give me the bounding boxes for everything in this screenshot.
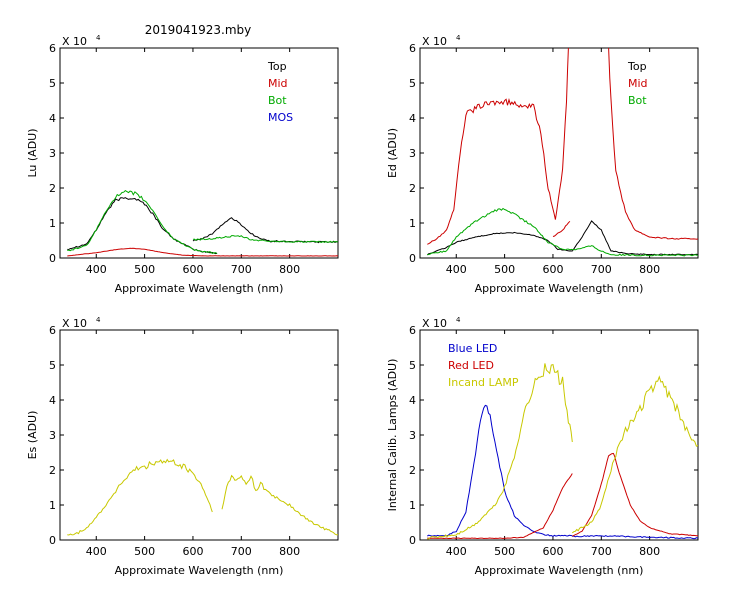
legend-entry: Mid (628, 77, 648, 90)
x-tick-label: 700 (591, 545, 612, 558)
ed-panel: X 10 4 0 1 2 3 4 5 6 400 500 600 700 800 Approximate W… (386, 34, 699, 295)
y-tick-label: 4 (409, 394, 416, 407)
legend-entry: Bot (268, 94, 287, 107)
y-tick-label: 3 (49, 147, 56, 160)
series-line-incand-lamp (427, 363, 698, 540)
x-tick-label: 500 (134, 545, 155, 558)
y-multiplier-label: X 10 (422, 317, 447, 330)
legend-entry: Mid (268, 77, 288, 90)
series-line-top (67, 197, 338, 255)
y-exponent-label: 4 (96, 34, 101, 42)
x-tick-label: 500 (134, 263, 155, 276)
x-tick-label: 500 (494, 545, 515, 558)
y-tick-label: 0 (409, 252, 416, 265)
x-tick-label: 700 (231, 545, 252, 558)
plot-frame (419, 47, 699, 259)
series-line-es (67, 458, 338, 536)
series-line-bot (427, 207, 698, 257)
y-tick-label: 6 (49, 324, 56, 337)
x-tick-label: 800 (279, 263, 300, 276)
y-exponent-label: 4 (456, 34, 461, 42)
series-line-blue-led (427, 404, 698, 540)
x-tick-label: 700 (591, 263, 612, 276)
plot-frame (59, 47, 339, 259)
y-axis-label: Lu (ADU) (26, 128, 39, 177)
y-tick-label: 2 (49, 464, 56, 477)
series-line-top (426, 220, 698, 256)
y-tick-label: 5 (409, 359, 416, 372)
y-tick-label: 1 (409, 499, 416, 512)
y-tick-label: 5 (409, 77, 416, 90)
y-tick-label: 6 (49, 42, 56, 55)
x-tick-label: 600 (182, 545, 203, 558)
lu-panel: X 10 4 0 1 2 3 4 5 6 400 500 600 700 800 Approximate W… (26, 34, 339, 295)
x-tick-label: 400 (446, 545, 467, 558)
series-line-red-led (427, 452, 698, 540)
y-tick-label: 5 (49, 77, 56, 90)
y-multiplier-label: X 10 (62, 317, 87, 330)
y-tick-label: 3 (409, 147, 416, 160)
x-tick-label: 600 (542, 263, 563, 276)
plot-frame (59, 329, 339, 541)
y-axis-label: Internal Calib. Lamps (ADU) (386, 359, 399, 512)
y-tick-label: 5 (49, 359, 56, 372)
x-axis-label: Approximate Wavelength (nm) (115, 282, 284, 295)
y-tick-label: 6 (409, 42, 416, 55)
y-axis-label: Ed (ADU) (386, 128, 399, 178)
x-tick-label: 500 (494, 263, 515, 276)
figure-title: 2019041923.mby (145, 23, 252, 37)
legend-entry: Top (267, 60, 287, 73)
es-panel: X 10 4 0 1 2 3 4 5 6 400 500 600 700 800 Approximate W… (26, 316, 339, 577)
y-tick-label: 4 (49, 112, 56, 125)
x-tick-label: 400 (86, 263, 107, 276)
x-tick-label: 600 (182, 263, 203, 276)
lamps-panel: X 10 4 0 1 2 3 4 5 6 400 500 600 700 800 Approximate W… (386, 316, 699, 577)
y-tick-label: 4 (409, 112, 416, 125)
y-tick-label: 3 (49, 429, 56, 442)
x-tick-label: 800 (639, 263, 660, 276)
series-line-bot (67, 189, 338, 254)
y-tick-label: 0 (409, 534, 416, 547)
y-multiplier-label: X 10 (422, 35, 447, 48)
series-line-mid (67, 247, 338, 257)
x-tick-label: 700 (231, 263, 252, 276)
legend-entry: Blue LED (448, 342, 497, 355)
x-tick-label: 600 (542, 545, 563, 558)
y-tick-label: 1 (409, 217, 416, 230)
x-axis-label: Approximate Wavelength (nm) (115, 564, 284, 577)
y-multiplier-label: X 10 (62, 35, 87, 48)
x-tick-label: 800 (279, 545, 300, 558)
y-tick-label: 4 (49, 394, 56, 407)
y-exponent-label: 4 (456, 316, 461, 324)
x-tick-label: 400 (86, 545, 107, 558)
legend-entry: Incand LAMP (448, 376, 519, 389)
y-tick-label: 2 (49, 182, 56, 195)
legend-entry: Red LED (448, 359, 494, 372)
y-tick-label: 0 (49, 534, 56, 547)
legend-entry: Top (627, 60, 647, 73)
x-tick-label: 800 (639, 545, 660, 558)
legend-entry: Bot (628, 94, 647, 107)
y-tick-label: 2 (409, 182, 416, 195)
y-exponent-label: 4 (96, 316, 101, 324)
y-tick-label: 1 (49, 499, 56, 512)
y-tick-label: 0 (49, 252, 56, 265)
y-tick-label: 6 (409, 324, 416, 337)
y-tick-label: 3 (409, 429, 416, 442)
y-axis-label: Es (ADU) (26, 411, 39, 460)
y-tick-label: 2 (409, 464, 416, 477)
x-tick-label: 400 (446, 263, 467, 276)
x-axis-label: Approximate Wavelength (nm) (475, 282, 644, 295)
y-tick-label: 1 (49, 217, 56, 230)
series-line-mid (427, 48, 698, 245)
legend-entry: MOS (268, 111, 293, 124)
x-axis-label: Approximate Wavelength (nm) (475, 564, 644, 577)
